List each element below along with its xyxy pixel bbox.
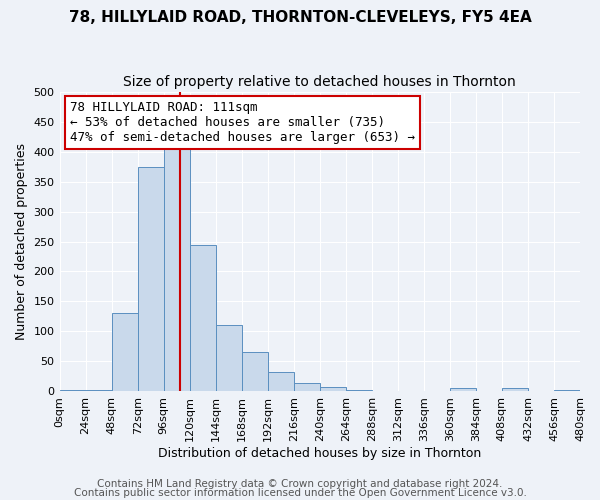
Bar: [268, 372, 294, 392]
Bar: [86, 390, 112, 392]
Bar: [346, 390, 372, 392]
Text: Contains HM Land Registry data © Crown copyright and database right 2024.: Contains HM Land Registry data © Crown c…: [97, 479, 503, 489]
Title: Size of property relative to detached houses in Thornton: Size of property relative to detached ho…: [124, 75, 516, 89]
Bar: [215, 326, 242, 392]
Bar: [190, 244, 215, 392]
Bar: [59, 390, 86, 392]
Y-axis label: Number of detached properties: Number of detached properties: [15, 143, 28, 340]
Text: 78, HILLYLAID ROAD, THORNTON-CLEVELEYS, FY5 4EA: 78, HILLYLAID ROAD, THORNTON-CLEVELEYS, …: [68, 10, 532, 25]
X-axis label: Distribution of detached houses by size in Thornton: Distribution of detached houses by size …: [158, 447, 481, 460]
Bar: [554, 390, 580, 392]
Bar: [137, 166, 164, 392]
Bar: [450, 388, 476, 392]
Bar: [242, 352, 268, 392]
Bar: [502, 388, 528, 392]
Bar: [112, 314, 137, 392]
Bar: [320, 386, 346, 392]
Bar: [164, 142, 190, 392]
Text: 78 HILLYLAID ROAD: 111sqm
← 53% of detached houses are smaller (735)
47% of semi: 78 HILLYLAID ROAD: 111sqm ← 53% of detac…: [70, 100, 415, 144]
Bar: [294, 383, 320, 392]
Text: Contains public sector information licensed under the Open Government Licence v3: Contains public sector information licen…: [74, 488, 526, 498]
